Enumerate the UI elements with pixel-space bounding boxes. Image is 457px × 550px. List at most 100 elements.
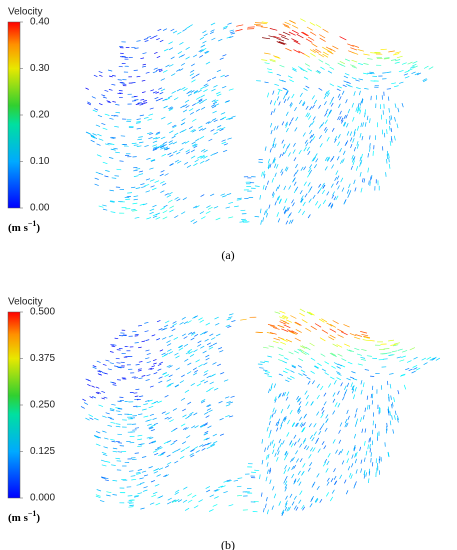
vector: [167, 497, 172, 501]
vector: [291, 67, 297, 71]
vector: [353, 444, 356, 450]
vector: [267, 355, 272, 358]
vector: [158, 495, 164, 499]
vector: [361, 348, 367, 351]
vector: [159, 453, 165, 456]
vector: [94, 417, 99, 421]
vector: [307, 380, 311, 385]
vector: [266, 469, 269, 474]
vector: [205, 415, 210, 418]
vector: [384, 57, 390, 59]
vector: [134, 342, 139, 344]
vector: [180, 449, 185, 453]
vector: [278, 33, 287, 37]
vector: [291, 330, 298, 335]
vector: [169, 205, 174, 209]
vector: [138, 141, 144, 144]
vector: [319, 337, 326, 342]
tick-label: 0.125: [30, 446, 55, 457]
vector: [198, 49, 203, 53]
vector: [365, 450, 368, 456]
vector: [174, 491, 179, 495]
vector: [268, 204, 271, 209]
vector: [105, 461, 111, 463]
vector: [303, 422, 306, 427]
vector: [267, 324, 275, 327]
vector: [279, 310, 286, 314]
vector: [228, 401, 234, 404]
vector: [137, 438, 142, 441]
vector: [344, 479, 347, 484]
vector: [186, 151, 190, 155]
vector: [333, 196, 337, 201]
vector: [314, 323, 322, 328]
vector: [370, 176, 372, 181]
vector: [160, 170, 165, 173]
vector: [283, 479, 286, 484]
vector: [87, 379, 92, 382]
vector: [308, 423, 312, 428]
vector: [338, 451, 341, 456]
vector: [217, 363, 222, 367]
vector: [134, 395, 139, 397]
vector: [226, 401, 231, 404]
vector: [264, 81, 269, 84]
vector: [346, 422, 349, 427]
vector: [350, 143, 353, 149]
vector: [415, 367, 421, 371]
vector: [337, 334, 344, 338]
vector: [272, 159, 275, 164]
vector: [318, 53, 325, 58]
vector: [220, 112, 226, 115]
vector: [189, 111, 194, 115]
vector: [203, 89, 208, 93]
vector: [190, 155, 196, 159]
vector: [206, 446, 212, 450]
vector: [240, 209, 246, 212]
vector: [278, 438, 282, 444]
vector: [191, 332, 196, 336]
vector: [188, 351, 193, 355]
vector: [302, 426, 306, 432]
vector: [273, 158, 276, 164]
vector: [313, 423, 317, 428]
vector: [148, 137, 153, 140]
vector: [394, 342, 400, 345]
vector: [283, 357, 289, 360]
vector: [200, 148, 206, 152]
vector: [315, 24, 322, 28]
vector: [198, 128, 203, 132]
vector: [355, 107, 358, 112]
vector: [277, 88, 283, 92]
vector: [134, 452, 139, 454]
vector: [117, 379, 121, 381]
vector: [296, 398, 300, 403]
vector: [94, 177, 99, 180]
vector: [316, 437, 320, 442]
vector: [312, 136, 316, 141]
vector: [287, 143, 291, 148]
vector: [343, 122, 347, 127]
vector: [134, 427, 140, 429]
vector: [285, 319, 292, 323]
vector: [367, 444, 369, 450]
vector: [181, 141, 186, 145]
vector: [282, 320, 290, 325]
vector: [273, 55, 280, 59]
vector: [391, 138, 393, 143]
vector: [208, 509, 214, 512]
vector: [291, 93, 295, 99]
vector: [370, 458, 372, 463]
vector: [155, 132, 160, 136]
vector: [158, 453, 163, 457]
vector: [187, 493, 192, 497]
vector: [159, 349, 164, 352]
vector: [199, 211, 205, 215]
vector: [212, 433, 217, 437]
vector: [169, 209, 174, 213]
vector: [90, 134, 95, 137]
vector: [101, 451, 107, 455]
vector: [355, 469, 358, 474]
vector: [215, 333, 221, 337]
vector: [90, 139, 95, 143]
